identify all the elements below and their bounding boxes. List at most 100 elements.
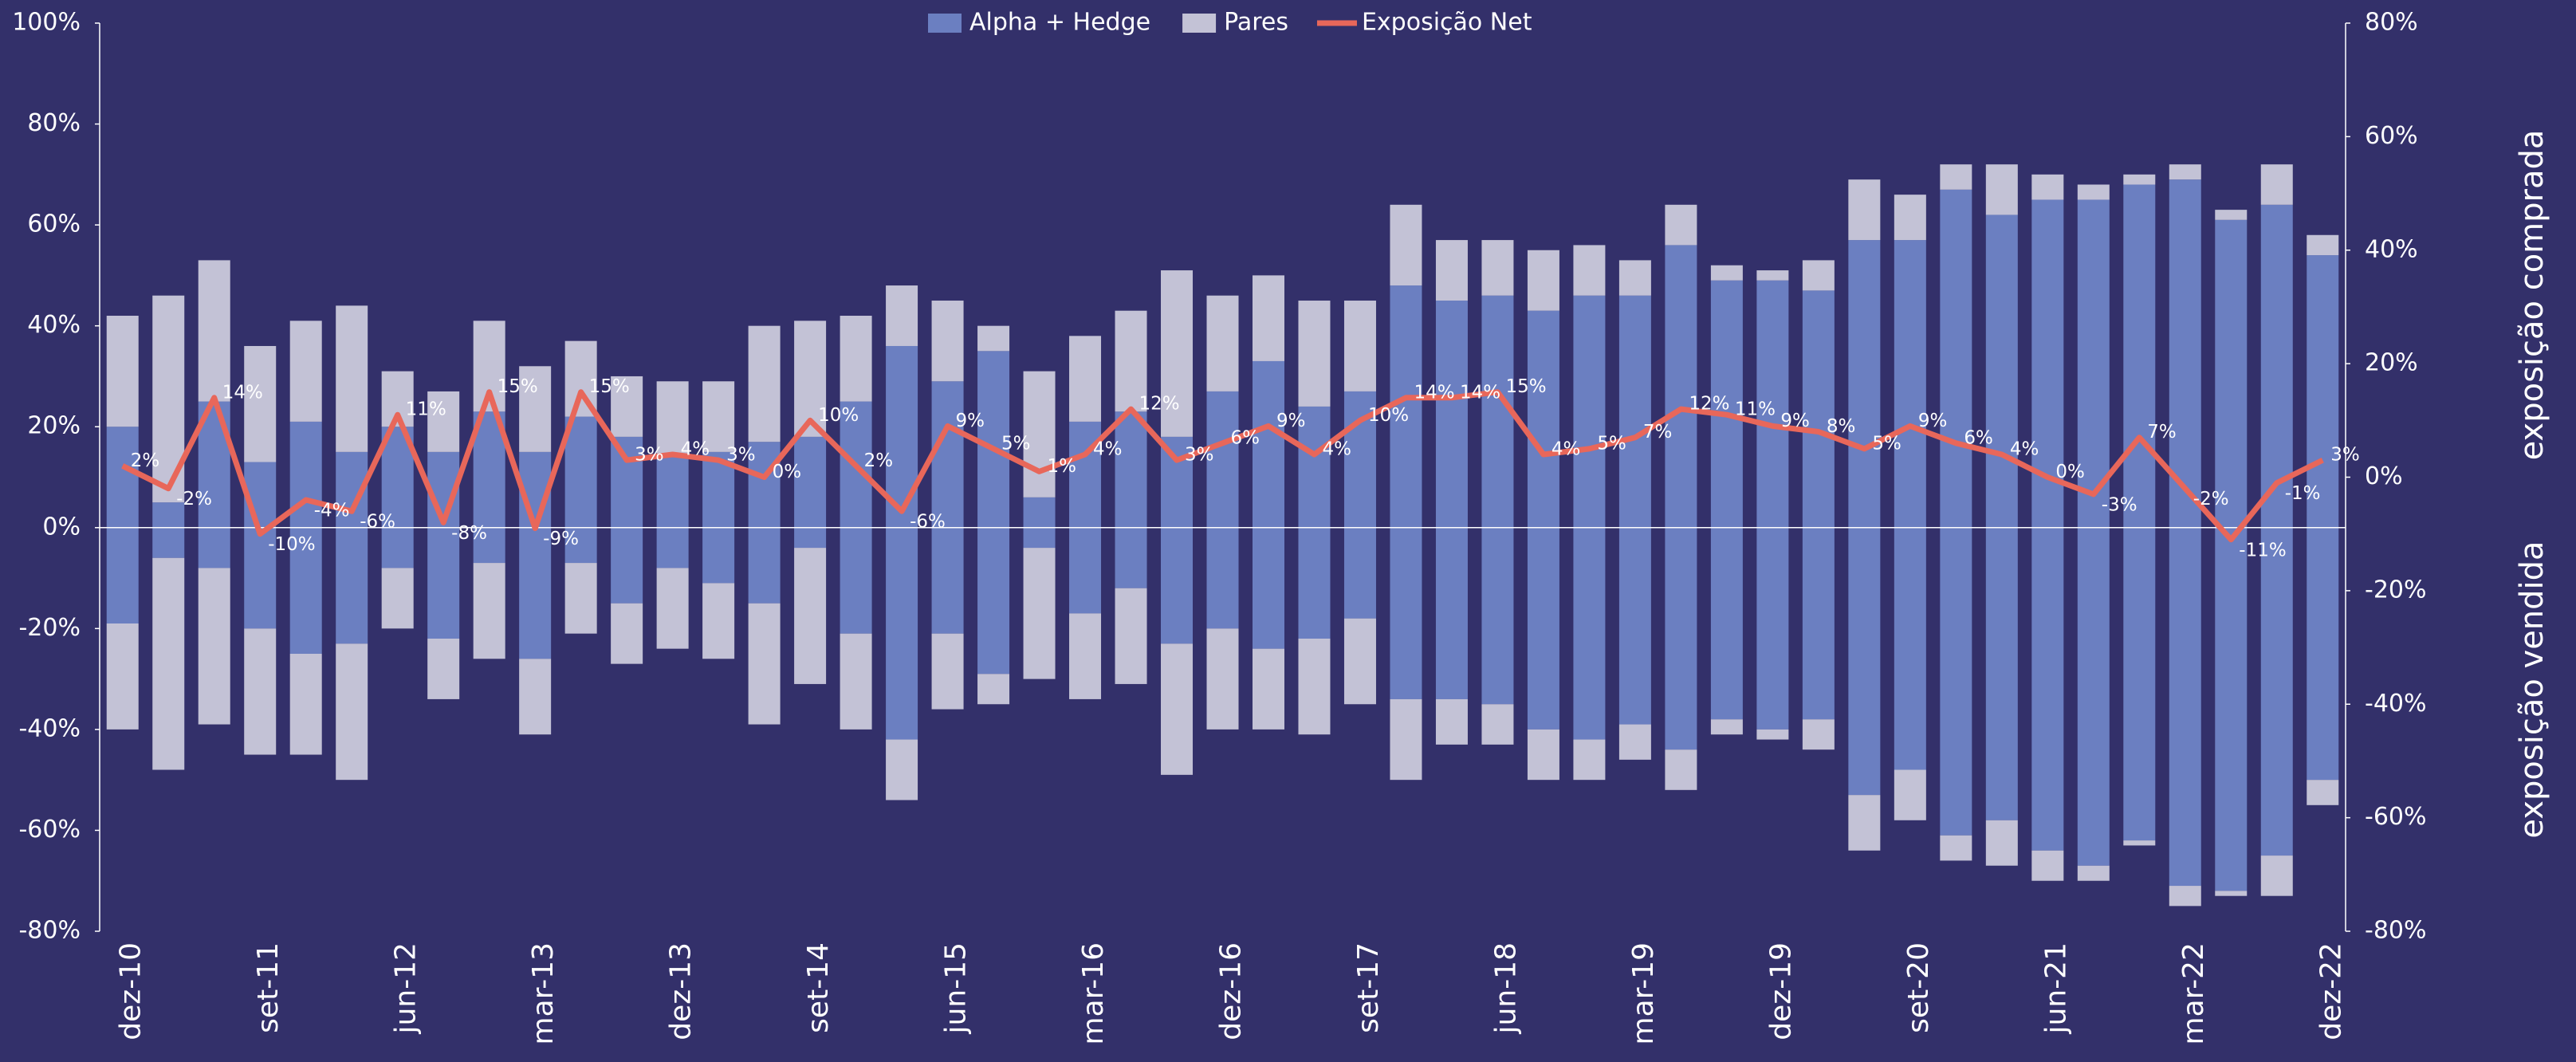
bar-short: [611, 527, 643, 604]
y-tick-label: 100%: [12, 9, 81, 37]
data-label: 12%: [1689, 394, 1729, 415]
bar-short: [152, 557, 185, 770]
data-label: 0%: [773, 462, 802, 482]
data-label: 10%: [818, 405, 859, 426]
y2-tick-label: 40%: [2365, 235, 2418, 263]
bar-short: [794, 548, 827, 684]
bar-short: [1848, 527, 1881, 796]
bar-short: [1940, 527, 1972, 836]
y2-tick-label: -20%: [2365, 576, 2427, 604]
bar-long: [1802, 290, 1835, 528]
bar-short: [1069, 527, 1102, 614]
bar-long: [1985, 214, 2018, 528]
x-tick-label: jun-15: [940, 942, 973, 1034]
bar-short: [1665, 527, 1697, 750]
data-label: 9%: [1780, 411, 1810, 431]
bar-long: [748, 442, 781, 528]
bar-short: [1481, 527, 1514, 705]
data-label: -9%: [543, 529, 579, 549]
data-label: 14%: [222, 382, 263, 403]
bar-short: [198, 527, 230, 568]
data-label: -2%: [2193, 489, 2229, 509]
data-label: 4%: [681, 439, 710, 460]
bar-long: [1435, 301, 1468, 528]
bar-long: [2077, 184, 2110, 200]
bar-long: [336, 305, 368, 452]
bar-long: [1665, 204, 1697, 246]
legend-swatch: [928, 14, 962, 33]
bar-short: [2260, 527, 2293, 856]
bar-long: [1710, 280, 1743, 528]
bar-short: [1527, 527, 1559, 730]
bar-short: [931, 527, 964, 634]
bar-short: [244, 628, 277, 755]
x-tick-label: mar-22: [2177, 942, 2210, 1044]
bar-short: [702, 583, 735, 659]
data-label: 4%: [1322, 439, 1351, 460]
bar-short: [977, 674, 1010, 705]
bar-short: [2031, 527, 2064, 851]
x-tick-label: dez-13: [665, 942, 698, 1040]
data-label: 11%: [406, 399, 446, 420]
bar-short: [1252, 527, 1284, 649]
bar-long: [1069, 421, 1102, 528]
bar-long: [1573, 245, 1606, 296]
bar-short: [1527, 729, 1559, 781]
bar-short: [2215, 527, 2248, 891]
bar-long: [2215, 210, 2248, 220]
y2-tick-label: -40%: [2365, 690, 2427, 718]
x-tick-label: set-20: [1902, 942, 1935, 1033]
bar-short: [1023, 527, 1056, 549]
bar-short: [2077, 527, 2110, 866]
y-tick-label: 60%: [27, 210, 81, 238]
bar-long: [1481, 240, 1514, 296]
bar-short: [244, 527, 277, 629]
x-tick-label: set-17: [1352, 942, 1385, 1033]
bar-short: [1390, 698, 1422, 781]
data-label: 7%: [1643, 422, 1673, 442]
bar-short: [473, 527, 505, 564]
bar-short: [1802, 527, 1835, 720]
bar-short: [2123, 840, 2156, 846]
bar-long: [1298, 406, 1331, 528]
bar-long: [977, 351, 1010, 528]
bar-long: [2307, 255, 2339, 528]
bar-long: [427, 391, 460, 452]
bar-short: [1343, 527, 1376, 619]
bar-short: [564, 527, 597, 564]
bar-short: [1252, 648, 1284, 730]
bar-short: [611, 603, 643, 664]
bar-short: [1665, 749, 1697, 790]
bar-short: [1894, 527, 1926, 770]
x-tick-label: dez-22: [2314, 942, 2347, 1040]
bar-long: [2169, 179, 2201, 528]
bar-long: [1756, 270, 1789, 281]
bar-short: [519, 527, 552, 659]
data-label: 14%: [1460, 382, 1500, 403]
bar-short: [1161, 527, 1194, 644]
data-label: -2%: [176, 489, 212, 509]
bar-long: [1618, 295, 1651, 528]
bar-long: [1618, 260, 1651, 296]
bar-long: [794, 436, 827, 528]
legend-label: Pares: [1224, 9, 1288, 37]
bar-long: [2169, 164, 2201, 180]
data-label: 4%: [2010, 439, 2039, 460]
bar-long: [1848, 240, 1881, 528]
bar-long: [1848, 179, 1881, 241]
bar-long: [564, 416, 597, 528]
bar-long: [840, 316, 872, 402]
bar-short: [1618, 527, 1651, 725]
bar-long: [611, 376, 643, 437]
x-tick-label: mar-19: [1627, 942, 1660, 1044]
bar-long: [748, 325, 781, 442]
bar-short: [2077, 865, 2110, 881]
bar-long: [1940, 164, 1972, 190]
bar-short: [794, 527, 827, 549]
bar-long: [1390, 204, 1422, 286]
bar-long: [1252, 275, 1284, 361]
bar-short: [427, 638, 460, 699]
bar-long: [1206, 295, 1239, 391]
bar-long: [2260, 164, 2293, 205]
bar-long: [1573, 295, 1606, 528]
